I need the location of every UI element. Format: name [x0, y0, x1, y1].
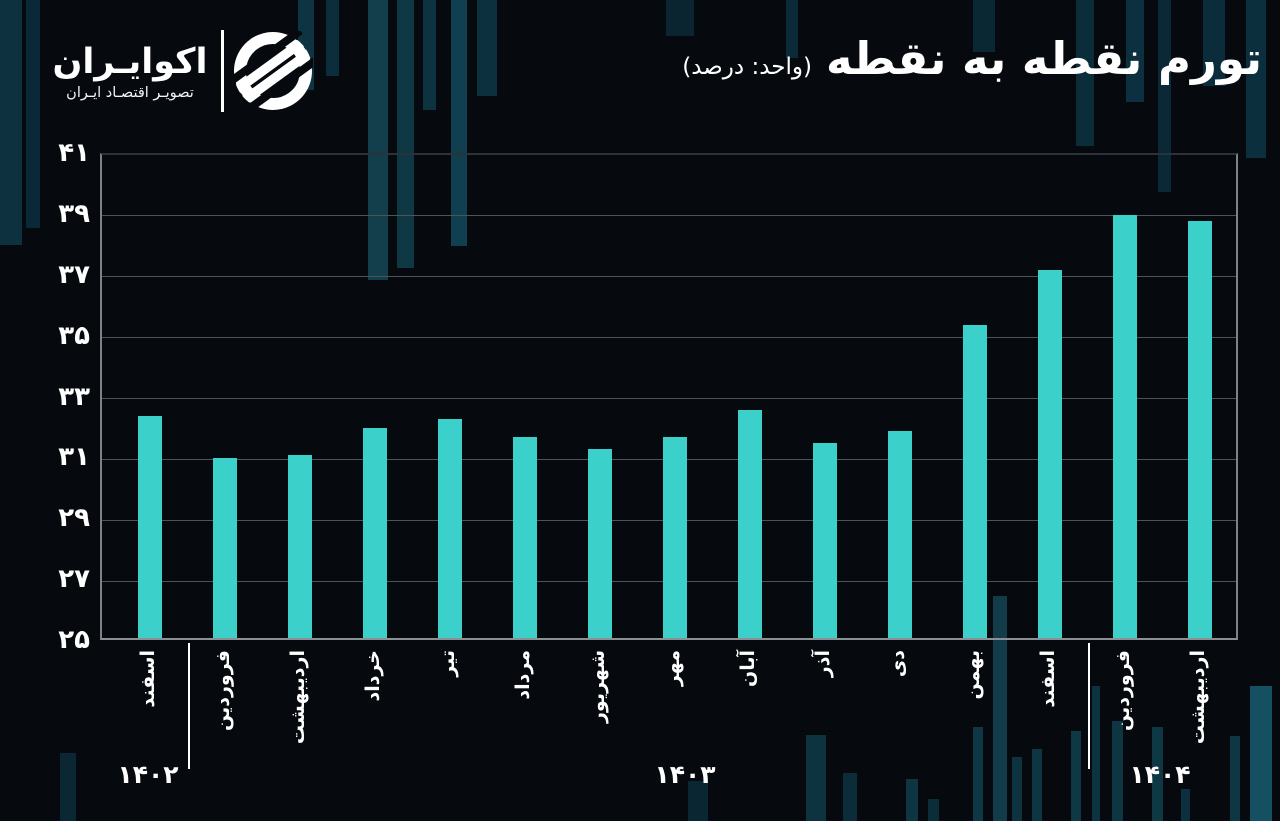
brand-block: اکوایـران تصویـر اقتصـاد ایـران [46, 30, 313, 112]
year-separator-line [1087, 643, 1090, 769]
year-label-۱۴۰۳: ۱۴۰۳ [654, 760, 716, 789]
watermark-bar [326, 0, 339, 76]
bar-شهریور-6 [588, 449, 612, 638]
brand-text: اکوایـران تصویـر اقتصـاد ایـران [46, 42, 214, 101]
bar-اردیبهشت-2 [288, 455, 312, 638]
bar-اسفند-0 [138, 415, 162, 638]
watermark-bar [973, 0, 995, 52]
watermark-bar [1071, 731, 1081, 821]
watermark-bar [397, 0, 414, 268]
y-tick-label: ۳۹ [58, 198, 90, 229]
bar-فروردین-1 [213, 458, 237, 638]
brand-separator-line [221, 30, 224, 112]
bar-اسفند-12 [1038, 269, 1062, 638]
watermark-bar [1230, 736, 1240, 821]
y-tick-label: ۲۵ [58, 625, 90, 655]
watermark-bar [1092, 686, 1100, 821]
watermark-bar [1181, 789, 1190, 821]
x-tick-label-10: دی [887, 650, 909, 678]
watermark-bar [451, 0, 467, 246]
y-tick-label: ۲۹ [58, 503, 90, 534]
chart-title-block: تورم نقطه به نقطه (واحد: درصد) [682, 28, 1262, 90]
gridline [102, 398, 1236, 399]
watermark-bar [786, 0, 798, 58]
bar-فروردین-13 [1113, 214, 1137, 638]
watermark-bar [1012, 757, 1022, 821]
x-tick-label-2: اردیبهشت [287, 650, 309, 745]
y-tick-label: ۳۷ [58, 259, 90, 290]
x-tick-label-5: مرداد [512, 650, 534, 700]
bar-تیر-4 [438, 418, 462, 638]
gridline [102, 337, 1236, 339]
watermark-bar [1152, 727, 1163, 821]
plot-area [100, 153, 1238, 640]
x-tick-label-3: خرداد [362, 650, 384, 702]
watermark-bar [993, 596, 1007, 821]
watermark-bar [1203, 0, 1225, 86]
x-tick-label-8: آبان [737, 650, 759, 687]
watermark-bar [26, 0, 40, 228]
y-tick-label: ۲۷ [58, 564, 90, 595]
watermark-bar [423, 0, 436, 110]
x-tick-label-12: اسفند [1037, 650, 1059, 708]
brand-name: اکوایـران [52, 41, 208, 82]
watermark-bar [1126, 0, 1144, 102]
x-tick-label-14: اردیبهشت [1187, 650, 1209, 745]
y-tick-label: ۴۱ [58, 138, 90, 168]
x-tick-label-13: فروردین [1112, 650, 1134, 731]
watermark-bar [1246, 0, 1266, 158]
watermark-bar [806, 735, 826, 821]
brand-tagline: تصویـر اقتصـاد ایـران [66, 84, 194, 101]
x-tick-label-0: اسفند [137, 650, 159, 708]
chart-unit-label: (واحد: درصد) [682, 54, 812, 80]
x-tick-label-1: فروردین [212, 650, 234, 731]
gridline [102, 215, 1236, 217]
x-tick-label-6: شهریور [587, 650, 609, 724]
watermark-bar [843, 773, 857, 821]
chart-title: تورم نقطه به نقطه [825, 32, 1262, 85]
bar-اردیبهشت-14 [1188, 221, 1212, 638]
year-label-۱۴۰۲: ۱۴۰۲ [117, 760, 179, 789]
bar-مرداد-5 [513, 437, 537, 638]
watermark-bar [1250, 686, 1272, 821]
watermark-bar [688, 781, 708, 821]
watermark-bar [1112, 721, 1123, 821]
year-separator-line [187, 643, 190, 769]
watermark-bar [1032, 749, 1042, 821]
watermark-bar [477, 0, 497, 96]
y-tick-label: ۳۵ [58, 320, 90, 351]
bar-بهمن-11 [963, 324, 987, 638]
watermark-bar [973, 727, 983, 821]
watermark-bar [906, 779, 918, 821]
x-tick-label-9: آذر [812, 650, 834, 678]
watermark-bar [1158, 0, 1171, 192]
watermark-bar [0, 0, 22, 245]
watermark-bar [666, 0, 694, 36]
watermark-bar [928, 799, 939, 821]
x-tick-label-11: بهمن [962, 650, 984, 700]
watermark-bar [368, 0, 388, 280]
y-tick-label: ۳۱ [58, 442, 90, 473]
bar-مهر-7 [663, 437, 687, 638]
watermark-bar [1076, 0, 1094, 146]
x-tick-label-4: تیر [437, 650, 459, 677]
bar-دی-10 [888, 431, 912, 638]
x-tick-label-7: مهر [662, 650, 684, 687]
watermark-bar [60, 753, 76, 821]
bar-آبان-8 [738, 409, 762, 638]
gridline [102, 276, 1236, 278]
ecoiran-logo-icon [232, 31, 313, 111]
y-tick-label: ۳۳ [58, 381, 90, 412]
bar-آذر-9 [813, 443, 837, 638]
bar-خرداد-3 [363, 427, 387, 638]
year-label-۱۴۰۴: ۱۴۰۴ [1129, 760, 1191, 789]
